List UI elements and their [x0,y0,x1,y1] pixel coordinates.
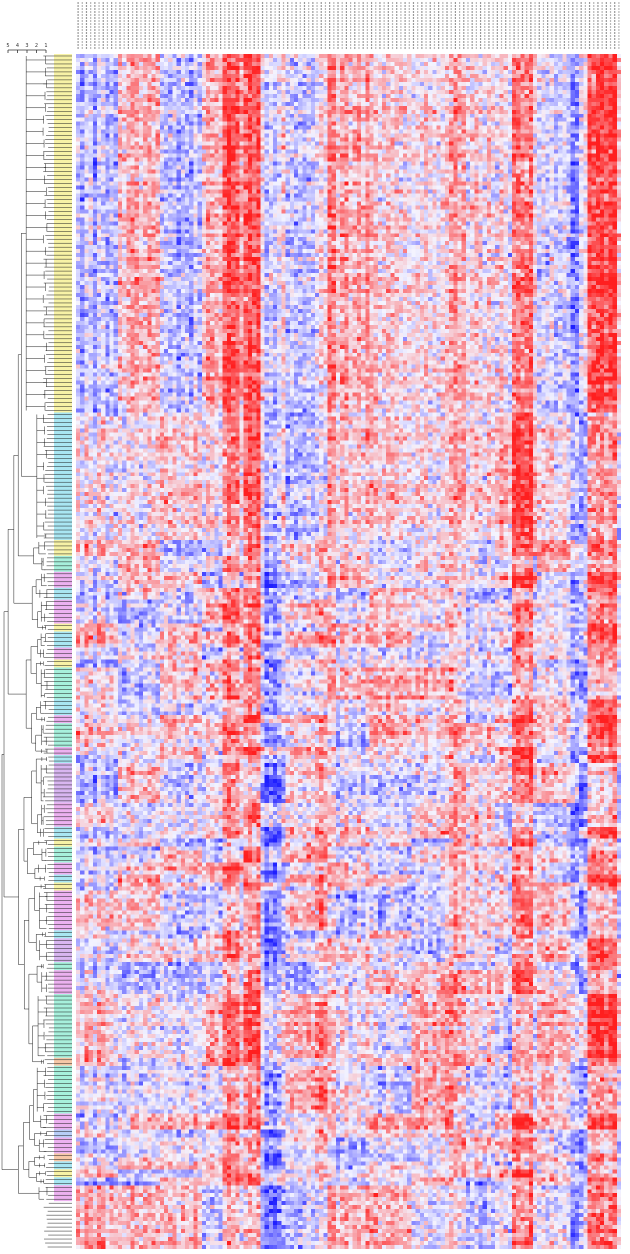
heatmap-cells [76,54,621,1249]
row-group-magenta [54,599,72,624]
scale-tick-label: 1 [44,43,47,49]
row-group-magenta [54,970,72,995]
row-group-teal [54,723,72,748]
row-group-teal [54,994,72,1058]
row-group-cyan [54,412,72,540]
row-group-cyan [54,755,72,764]
row-group-orange [54,1153,72,1162]
row-group-cyan [54,874,72,883]
row-group-yellow [54,659,72,668]
row-group-magenta [54,1185,72,1202]
row-group-magenta [54,747,72,756]
row-group-teal [54,1065,72,1114]
row-group-yellow [54,623,72,632]
scale-tick-label: 5 [6,43,9,49]
row-group-cyan [54,699,72,716]
row-group-yellow [54,1169,72,1178]
row-group-teal [54,962,72,971]
column-label-band [77,2,620,50]
row-group-magenta [54,1137,72,1154]
scale-tick-label: 2 [35,43,38,49]
row-group-teal [54,555,72,572]
row-group-blue [54,1129,72,1138]
row-group-magenta [54,571,72,588]
row-group-magenta [54,1113,72,1130]
scale-tick-label: 4 [16,43,19,49]
row-group-cyan [54,631,72,648]
row-group-magenta [54,802,72,827]
row-group-cyan [54,1161,72,1170]
row-dendrogram [1,55,72,1248]
scale-tick-label: 3 [25,43,28,49]
row-group-yellow [54,539,72,556]
row-group-yellow [54,838,72,847]
row-group-yellow [54,882,72,891]
row-group-teal [54,846,72,863]
row-group-color-strip [54,54,72,1202]
row-group-cyan [54,930,72,939]
row-group-cyan [54,1177,72,1186]
row-group-teal [54,667,72,700]
row-group-purple [54,938,72,963]
row-group-orange [54,1057,72,1066]
row-group-magenta [54,715,72,724]
